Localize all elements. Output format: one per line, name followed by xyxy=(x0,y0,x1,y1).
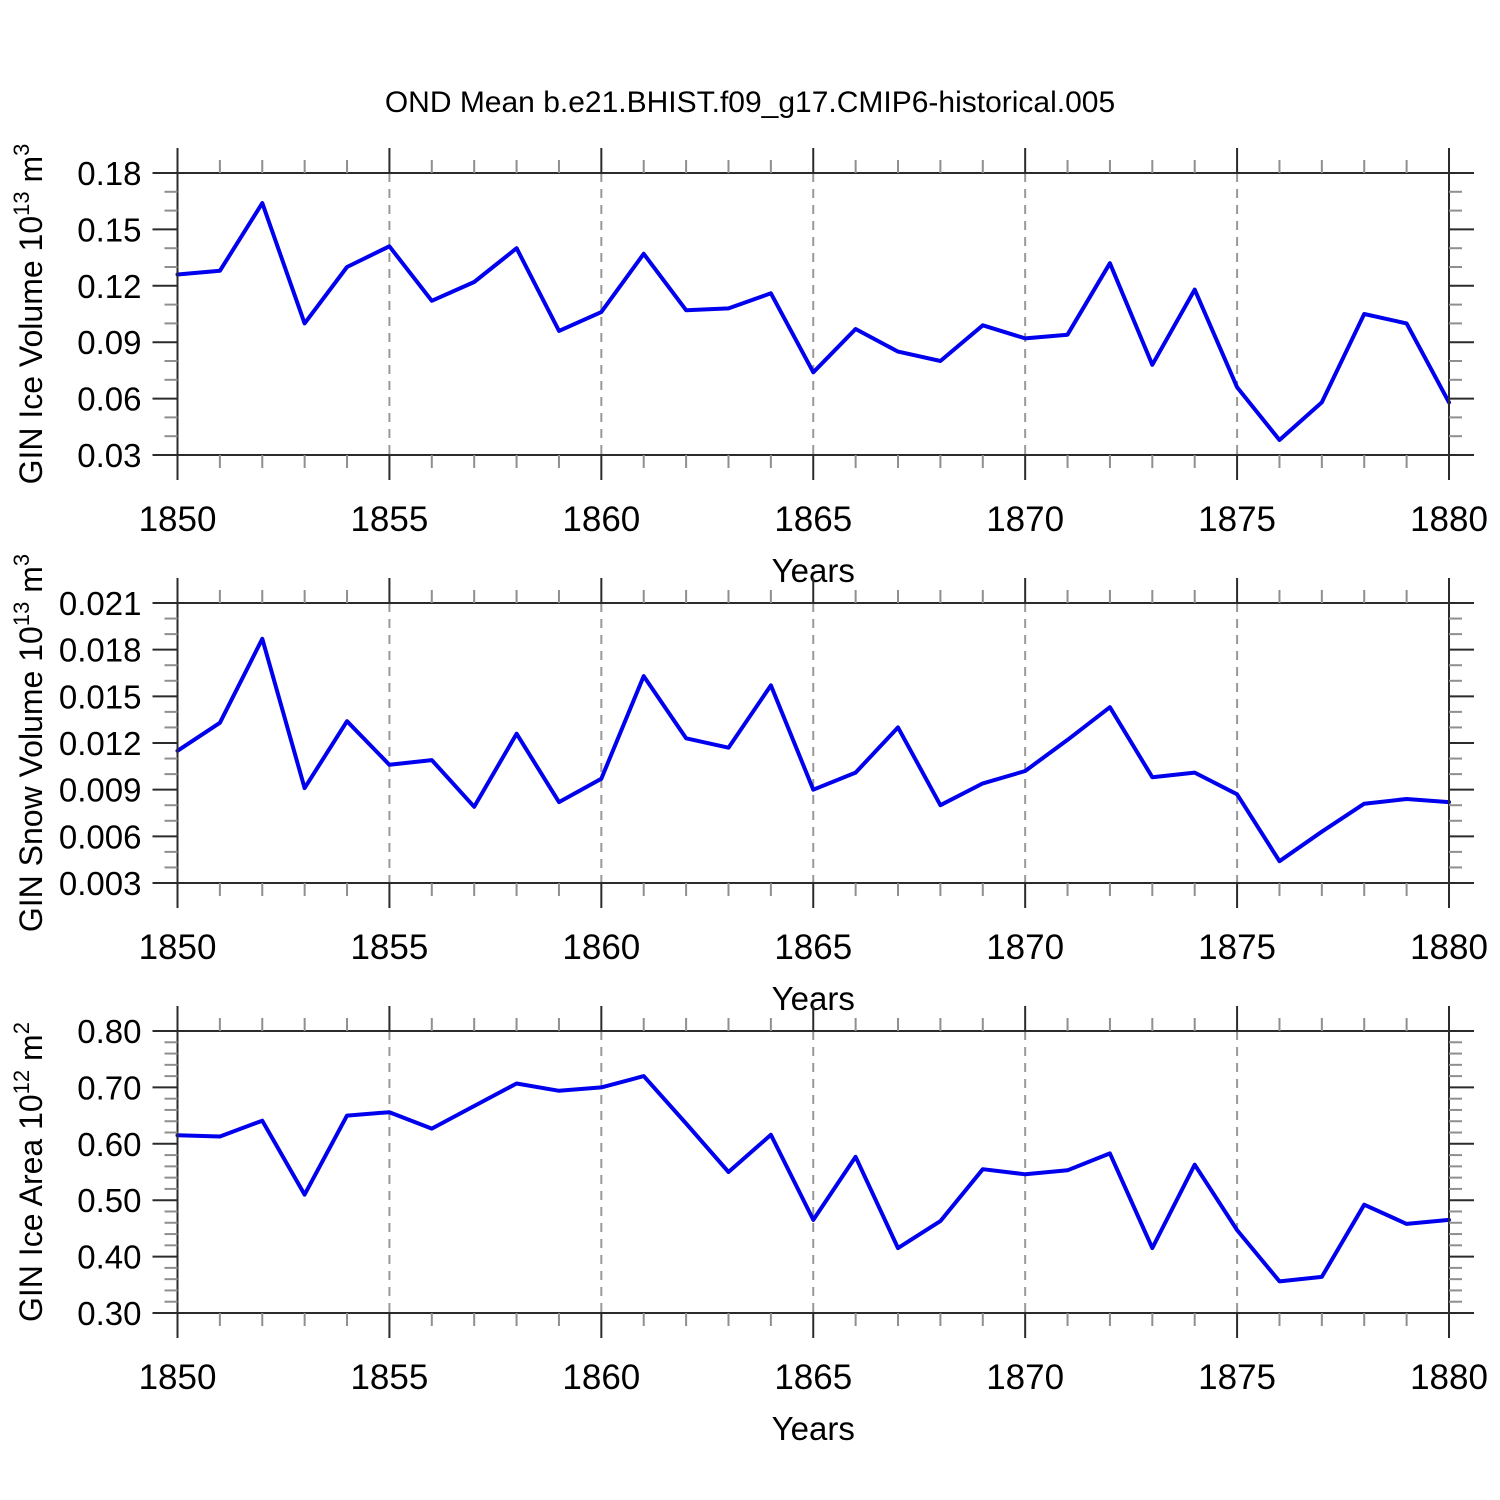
y-tick-label: 0.003 xyxy=(59,865,142,902)
y-tick-label: 0.15 xyxy=(77,211,141,248)
x-tick-label: 1855 xyxy=(350,1358,428,1397)
y-tick-label: 0.18 xyxy=(77,155,141,192)
x-axis-title: Years xyxy=(772,1410,855,1447)
y-tick-label: 0.70 xyxy=(77,1069,141,1106)
x-tick-label: 1870 xyxy=(986,500,1064,539)
y-tick-label: 0.06 xyxy=(77,381,141,418)
data-line-gin-snow-volume xyxy=(175,636,1451,864)
y-tick-label: 0.60 xyxy=(77,1126,141,1163)
x-tick-label: 1870 xyxy=(986,1358,1064,1397)
x-tick-label: 1880 xyxy=(1410,500,1488,539)
x-tick-label: 1875 xyxy=(1198,928,1276,967)
x-tick-label: 1850 xyxy=(139,928,217,967)
data-line-gin-ice-volume xyxy=(175,201,1451,442)
plot-box xyxy=(176,1030,1450,1314)
x-tick-label: 1855 xyxy=(350,500,428,539)
x-tick-label: 1870 xyxy=(986,928,1064,967)
data-line-gin-ice-area xyxy=(175,1074,1451,1284)
panel-gin-snow-volume: 0.003 0.006 0.009 0.012 0.015 0.018 0.021 1850 1… xyxy=(9,554,1488,1017)
x-tick-label: 1865 xyxy=(774,928,852,967)
y-tick-label: 0.30 xyxy=(77,1295,141,1332)
y-tick-label: 0.006 xyxy=(59,818,142,855)
y-tick-label: 0.50 xyxy=(77,1182,141,1219)
y-tick-label: 0.03 xyxy=(77,437,141,474)
panel-gin-ice-area: 0.30 0.40 0.50 0.60 0.70 0.80 1850 1855 1860 1865… xyxy=(9,1006,1488,1447)
y-tick-label: 0.012 xyxy=(59,725,142,762)
x-tick-label: 1860 xyxy=(562,500,640,539)
x-tick-label: 1875 xyxy=(1198,500,1276,539)
chart-title: OND Mean b.e21.BHIST.f09_g17.CMIP6-histo… xyxy=(384,86,1116,119)
y-tick-label: 0.12 xyxy=(77,268,141,305)
y-tick-label: 0.009 xyxy=(59,772,142,809)
x-tick-label: 1880 xyxy=(1410,928,1488,967)
y-tick-label: 0.018 xyxy=(59,632,142,669)
y-axis-title: GIN Ice Area 1012 m2 xyxy=(9,1022,49,1322)
panel-gin-ice-volume: 0.03 0.06 0.09 0.12 0.15 0.18 1850 1855 1860 1865… xyxy=(9,144,1488,589)
y-tick-label: 0.021 xyxy=(59,585,142,622)
x-tick-label: 1850 xyxy=(139,500,217,539)
y-tick-label: 0.015 xyxy=(59,678,142,715)
x-tick-label: 1860 xyxy=(562,928,640,967)
y-tick-label: 0.80 xyxy=(77,1013,141,1050)
y-axis-title: GIN Ice Volume 1013 m3 xyxy=(9,144,49,485)
x-tick-label: 1865 xyxy=(774,1358,852,1397)
x-tick-label: 1875 xyxy=(1198,1358,1276,1397)
x-tick-label: 1850 xyxy=(139,1358,217,1397)
x-tick-label: 1860 xyxy=(562,1358,640,1397)
x-tick-label: 1880 xyxy=(1410,1358,1488,1397)
x-tick-label: 1855 xyxy=(350,928,428,967)
y-axis-title: GIN Snow Volume 1013 m3 xyxy=(9,554,49,932)
y-tick-label: 0.09 xyxy=(77,324,141,361)
y-tick-label: 0.40 xyxy=(77,1239,141,1276)
x-tick-label: 1865 xyxy=(774,500,852,539)
